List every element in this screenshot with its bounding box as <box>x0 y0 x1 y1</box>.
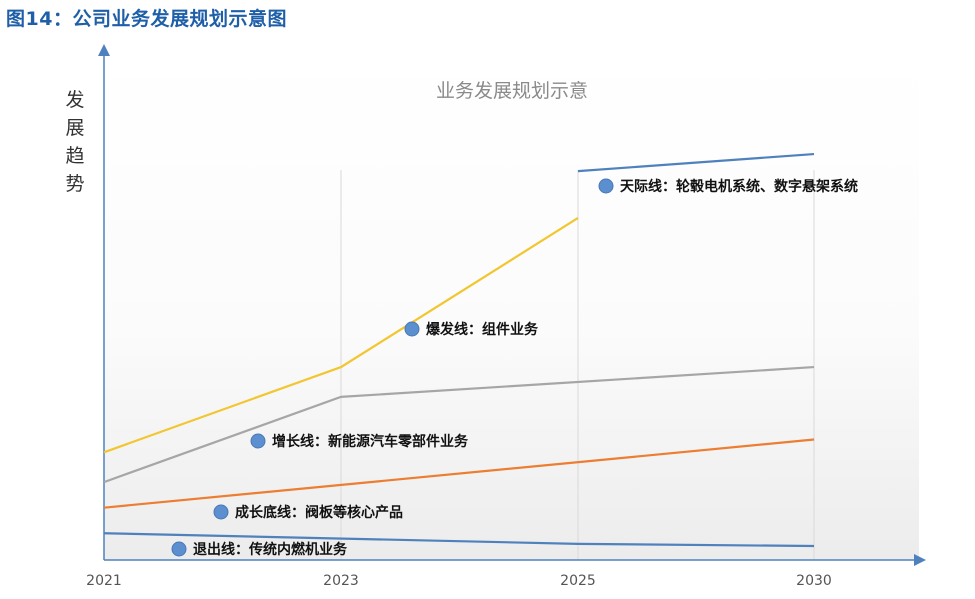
annotation-label-growth-line: 增长线：新能源汽车零部件业务 <box>272 433 469 450</box>
annotation-label-exit-line: 退出线：传统内燃机业务 <box>193 541 348 558</box>
y-axis-label-char: 势 <box>65 173 84 195</box>
series-base-line <box>103 438 815 509</box>
annotation-label-sky-line: 天际线：轮毂电机系统、数字悬架系统 <box>620 178 858 195</box>
y-axis-label-char: 发 <box>65 89 84 111</box>
y-axis-label-char: 展 <box>65 117 84 139</box>
x-tick-label-2023: 2023 <box>323 573 359 589</box>
x-tick-label-2030: 2030 <box>796 573 832 589</box>
series-exit-line <box>103 532 815 548</box>
plot-background <box>104 56 919 560</box>
annotation-dot-growth-line <box>250 433 266 449</box>
y-axis-label: 发展趋势 <box>65 89 84 195</box>
annotation-dot-base-line <box>213 504 229 520</box>
figure-title: 图14：公司业务发展规划示意图 <box>6 8 287 30</box>
annotation-dot-burst-line <box>404 321 420 337</box>
series-sky-line <box>577 152 815 173</box>
annotation-label-burst-line: 爆发线：组件业务 <box>426 321 539 338</box>
annotation-label-base-line: 成长底线：阀板等核心产品 <box>235 504 403 521</box>
x-tick-label-2025: 2025 <box>560 573 596 589</box>
annotation-dot-exit-line <box>171 541 187 557</box>
annotation-dot-sky-line <box>598 178 614 194</box>
series-growth-line <box>103 365 815 484</box>
x-tick-label-2021: 2021 <box>86 573 122 589</box>
y-axis-label-char: 趋 <box>65 145 84 167</box>
series-burst-line <box>103 217 579 454</box>
chart-title: 业务发展规划示意 <box>436 80 588 102</box>
